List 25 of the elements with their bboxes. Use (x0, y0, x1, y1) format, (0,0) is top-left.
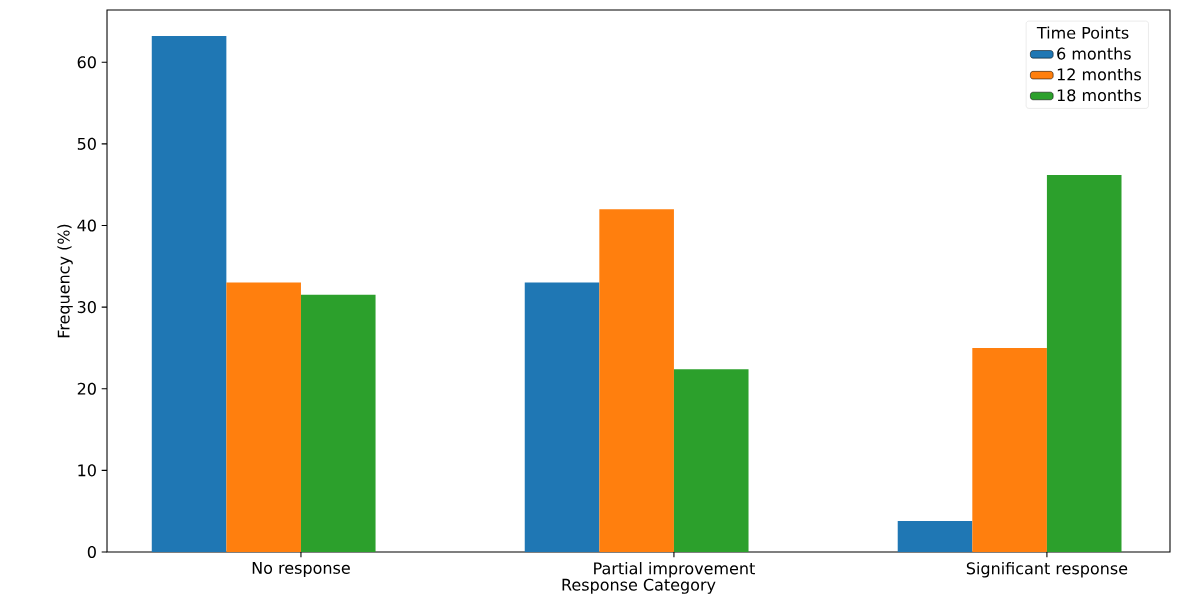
y-tick-label: 20 (77, 382, 96, 395)
bar (524, 282, 600, 552)
y-axis-title: Frequency (%) (57, 224, 73, 338)
bar (226, 282, 301, 552)
legend-title: Time Points (1036, 26, 1129, 39)
bar (1046, 174, 1122, 552)
y-tick-label: 50 (77, 137, 96, 150)
x-tick-label: Partial improvement (594, 562, 755, 578)
legend-label: 6 months (1057, 47, 1131, 60)
x-tick-label: Significant response (966, 562, 1128, 578)
y-tick-label: 10 (78, 464, 96, 477)
y-tick-label: 0 (87, 545, 96, 559)
y-tick-label: 60 (77, 56, 96, 69)
bar (151, 36, 227, 552)
x-axis-title: Response Category (562, 578, 716, 594)
bar (300, 294, 376, 552)
y-tick-label: 40 (77, 219, 96, 232)
bar (897, 520, 973, 552)
legend-label: 12 months (1057, 68, 1141, 81)
bar (599, 209, 674, 552)
bar (972, 347, 1047, 552)
legend-label: 18 months (1057, 88, 1141, 102)
x-tick-label: No response (252, 562, 350, 578)
y-tick-label: 30 (77, 301, 96, 314)
bar (673, 369, 749, 552)
